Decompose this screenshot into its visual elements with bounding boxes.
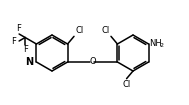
Text: Cl: Cl: [102, 26, 110, 35]
Text: Cl: Cl: [75, 26, 83, 35]
Text: N: N: [25, 57, 33, 67]
Text: O: O: [89, 58, 96, 66]
Text: NH: NH: [149, 39, 162, 49]
Text: F: F: [23, 45, 28, 54]
Text: 2: 2: [159, 43, 163, 48]
Text: F: F: [11, 37, 16, 45]
Text: F: F: [16, 24, 21, 33]
Text: Cl: Cl: [122, 80, 131, 89]
